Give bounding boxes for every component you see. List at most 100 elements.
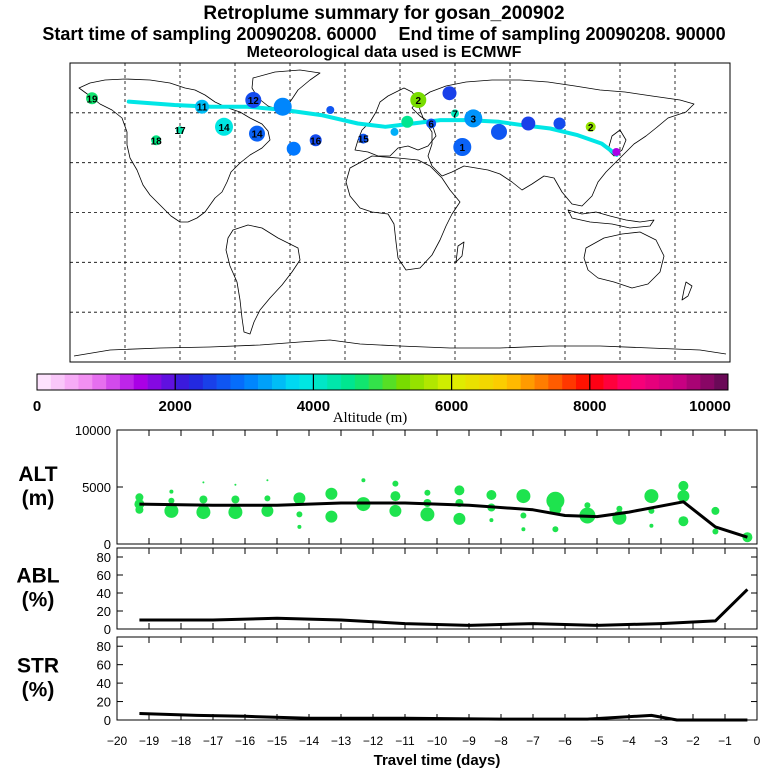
alt-point bbox=[454, 485, 465, 496]
abl-y-tick-label: 80 bbox=[97, 550, 111, 565]
colorbar-cell bbox=[244, 374, 259, 390]
plume-marker bbox=[176, 126, 184, 135]
plume-marker bbox=[410, 92, 427, 108]
colorbar-tick-2000: 2000 bbox=[159, 398, 192, 415]
colorbar-cell bbox=[631, 374, 646, 390]
plume-marker-label: 16 bbox=[310, 136, 322, 147]
colorbar-cell bbox=[216, 374, 231, 390]
abl-y-label: ABL bbox=[16, 565, 59, 588]
alt-y-tick-label: 0 bbox=[104, 537, 111, 552]
str-line bbox=[139, 712, 748, 722]
colorbar-cell bbox=[133, 374, 148, 390]
alt-point bbox=[199, 495, 208, 504]
colorbar-cell bbox=[285, 374, 300, 390]
x-tick-label: −13 bbox=[331, 734, 352, 748]
alt-point bbox=[649, 523, 654, 528]
plume-marker-label: 14 bbox=[251, 130, 263, 141]
colorbar-cell bbox=[562, 374, 577, 390]
colorbar-cell bbox=[617, 374, 632, 390]
colorbar-tick-8000: 8000 bbox=[573, 398, 606, 415]
alt-y-tick-label: 5000 bbox=[82, 480, 111, 495]
coast-madagascar bbox=[455, 241, 465, 263]
colorbar-cell bbox=[37, 374, 52, 390]
colorbar-tick-6000: 6000 bbox=[435, 398, 468, 415]
colorbar-cell bbox=[437, 374, 452, 390]
alt-point bbox=[678, 516, 689, 527]
colorbar-tick-10000: 10000 bbox=[689, 398, 731, 415]
str-y-tick-label: 60 bbox=[97, 658, 111, 673]
plume-marker bbox=[151, 135, 162, 146]
plume-marker-label: 3 bbox=[471, 114, 477, 125]
colorbar-cell bbox=[589, 374, 604, 390]
colorbar-cell bbox=[396, 374, 411, 390]
str-frame bbox=[116, 636, 758, 721]
colorbar-cell bbox=[520, 374, 535, 390]
x-tick-label: −8 bbox=[494, 734, 508, 748]
alt-point bbox=[261, 504, 274, 517]
x-tick-label: −19 bbox=[139, 734, 160, 748]
plume-marker-label: 19 bbox=[86, 94, 98, 105]
plume-marker bbox=[426, 118, 437, 129]
coast-south-america bbox=[225, 224, 301, 335]
alt-point bbox=[453, 512, 466, 525]
alt-panel: 0 5000 10000 ALT(m) bbox=[18, 423, 758, 552]
colorbar-cell bbox=[548, 374, 563, 390]
plume-marker-label: 12 bbox=[248, 96, 260, 107]
plume-marker-label: 18 bbox=[151, 136, 163, 147]
plume-marker bbox=[358, 133, 369, 144]
alt-point bbox=[325, 510, 338, 523]
alt-point bbox=[390, 491, 401, 502]
coast-antarctica bbox=[73, 339, 727, 357]
colorbar-cell bbox=[382, 374, 397, 390]
alt-point bbox=[296, 511, 303, 518]
abl-frame bbox=[116, 547, 758, 630]
alt-point bbox=[266, 479, 269, 482]
alt-point bbox=[712, 528, 719, 535]
alt-point bbox=[196, 505, 211, 520]
alt-point bbox=[489, 518, 494, 523]
colorbar-cell bbox=[686, 374, 701, 390]
colorbar-cell bbox=[258, 374, 273, 390]
plume-marker bbox=[585, 121, 596, 132]
plume-marker bbox=[215, 117, 233, 136]
colorbar-tick-0: 0 bbox=[33, 398, 41, 415]
colorbar-cell bbox=[78, 374, 93, 390]
plume-marker bbox=[401, 115, 414, 128]
str-y-tick-label: 0 bbox=[104, 713, 111, 728]
alt-point bbox=[202, 481, 205, 484]
start-time-label: Start time of sampling 20090208. 60000 bbox=[42, 24, 377, 44]
abl-y-tick-label: 60 bbox=[97, 568, 111, 583]
coastlines bbox=[73, 69, 727, 357]
x-tick-label: −12 bbox=[363, 734, 384, 748]
colorbar-cell bbox=[368, 374, 383, 390]
colorbar-cell bbox=[92, 374, 107, 390]
alt-point bbox=[644, 489, 659, 504]
x-tick-label: −11 bbox=[395, 734, 415, 748]
colorbar-cell bbox=[271, 374, 287, 390]
alt-point bbox=[520, 512, 527, 519]
alt-point bbox=[293, 492, 306, 505]
x-tick-label: −14 bbox=[299, 734, 320, 748]
x-tick-label: 0 bbox=[754, 734, 761, 748]
colorbar-cell bbox=[119, 374, 135, 390]
alt-point bbox=[678, 480, 689, 491]
colorbar-label: Altitude (m) bbox=[333, 410, 408, 426]
x-tick-label: −10 bbox=[427, 734, 448, 748]
colorbar-cell bbox=[230, 374, 245, 390]
alt-point bbox=[135, 505, 144, 514]
plume-marker bbox=[521, 116, 536, 131]
alt-frame bbox=[116, 429, 758, 545]
str-y-label: STR bbox=[17, 655, 59, 678]
plume-marker-label: 6 bbox=[428, 120, 434, 131]
colorbar-cell bbox=[189, 374, 204, 390]
alt-point bbox=[584, 502, 591, 509]
abl-line bbox=[139, 588, 749, 627]
coast-europe bbox=[354, 87, 437, 157]
x-tick-label: −1 bbox=[718, 734, 732, 748]
alt-point bbox=[228, 505, 243, 520]
plume-marker bbox=[491, 123, 507, 140]
alt-point bbox=[164, 503, 179, 518]
alt-point bbox=[392, 480, 399, 487]
alt-point bbox=[389, 504, 402, 517]
